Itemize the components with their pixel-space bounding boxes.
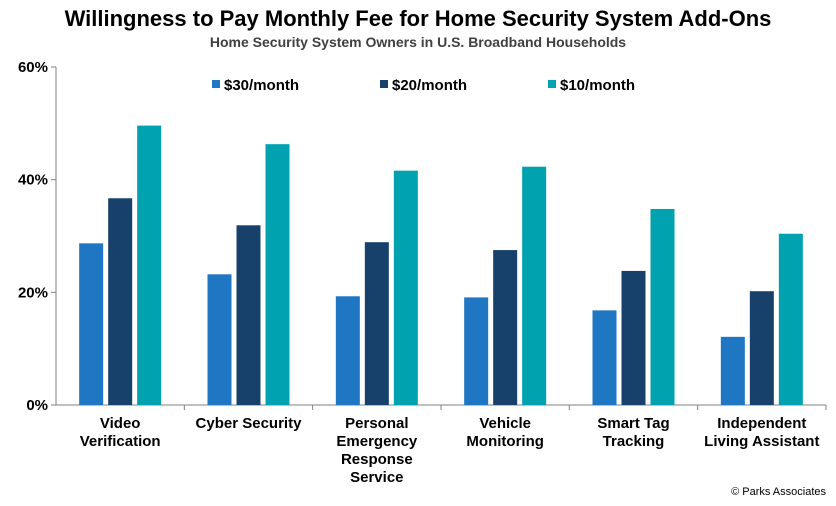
- chart-title: Willingness to Pay Monthly Fee for Home …: [64, 6, 772, 31]
- bar: [79, 243, 104, 405]
- category-label-line: Response: [341, 451, 413, 468]
- bar: [335, 296, 360, 405]
- legend-swatch: [548, 80, 556, 88]
- bar: [207, 274, 232, 405]
- bar: [464, 297, 489, 405]
- category-label-line: Verification: [80, 433, 161, 450]
- bar: [778, 233, 803, 405]
- bar: [137, 125, 162, 405]
- category-label-line: Smart Tag: [597, 415, 669, 432]
- category-label: Independent Living Assistant: [704, 415, 819, 450]
- chart-subtitle: Home Security System Owners in U.S. Broa…: [209, 34, 627, 50]
- y-tick-label: 20%: [18, 284, 48, 301]
- bar: [749, 291, 774, 405]
- category-label-line: Tracking: [603, 433, 665, 450]
- category-label: Cyber Security: [196, 415, 303, 432]
- bar: [364, 242, 389, 405]
- legend-label: $10/month: [560, 77, 635, 94]
- category-label: Video Verification: [80, 415, 161, 450]
- legend-swatch: [380, 80, 388, 88]
- bar: [393, 170, 418, 405]
- legend-label: $30/month: [224, 77, 299, 94]
- category-label-line: Service: [350, 469, 403, 486]
- legend-swatch: [212, 80, 220, 88]
- category-label: Personal Emergency Response Service: [336, 415, 418, 486]
- bar: [493, 250, 518, 405]
- category-label-line: Vehicle: [479, 415, 531, 432]
- y-tick-label: 60%: [18, 59, 48, 76]
- category-label-line: Personal: [345, 415, 408, 432]
- legend-label: $20/month: [392, 77, 467, 94]
- bar: [621, 270, 646, 405]
- category-label-line: Independent: [717, 415, 806, 432]
- y-tick-label: 40%: [18, 172, 48, 189]
- bar: [720, 336, 745, 405]
- bar: [236, 225, 261, 405]
- category-label: Vehicle Monitoring: [466, 415, 543, 450]
- category-label: Smart Tag Tracking: [597, 415, 669, 450]
- category-label-line: Cyber Security: [196, 415, 303, 432]
- bar: [522, 166, 547, 405]
- y-tick-label: 0%: [26, 397, 48, 414]
- bar: [650, 208, 675, 405]
- category-label-line: Emergency: [336, 433, 418, 450]
- bar: [592, 310, 617, 405]
- category-label-line: Living Assistant: [704, 433, 819, 450]
- bar: [265, 144, 290, 405]
- credit-text: © Parks Associates: [731, 486, 826, 498]
- category-label-line: Video: [100, 415, 141, 432]
- category-label-line: Monitoring: [466, 433, 543, 450]
- bar: [108, 198, 133, 405]
